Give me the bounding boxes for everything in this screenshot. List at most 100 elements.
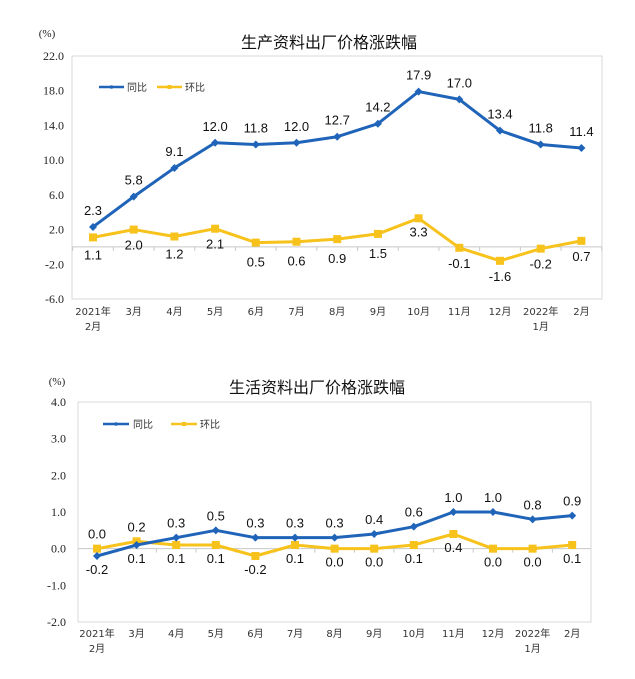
x-tick-label: 12月 bbox=[489, 306, 512, 318]
plot-area bbox=[77, 401, 592, 623]
data-point bbox=[211, 138, 220, 147]
data-point bbox=[132, 541, 141, 549]
data-label: 12.0 bbox=[284, 119, 309, 134]
x-tick-label: 1月 bbox=[533, 321, 549, 333]
y-tick-label: 10.0 bbox=[43, 153, 64, 167]
data-point bbox=[568, 511, 577, 520]
data-label: 0.1 bbox=[405, 551, 423, 566]
data-point bbox=[333, 132, 342, 141]
data-label: 0.0 bbox=[484, 555, 502, 570]
data-label: -0.2 bbox=[86, 562, 108, 577]
legend-label-mom: 环比 bbox=[185, 82, 205, 94]
data-point bbox=[291, 533, 299, 542]
legend-label-mom: 环比 bbox=[200, 419, 220, 431]
data-label: 11.8 bbox=[529, 121, 553, 136]
legend-item-mom: 环比 bbox=[157, 82, 205, 94]
data-point bbox=[129, 192, 138, 201]
x-tick-label: 6月 bbox=[247, 628, 263, 640]
data-label: 9.1 bbox=[165, 144, 183, 159]
data-label: -0.1 bbox=[448, 256, 470, 271]
y-tick-label: 4.0 bbox=[51, 395, 66, 409]
x-tick-label: 1月 bbox=[524, 643, 540, 655]
data-label: 2.3 bbox=[84, 203, 102, 218]
y-tick-label: 2.0 bbox=[51, 468, 66, 482]
y-tick-label: 14.0 bbox=[43, 118, 64, 132]
data-label: 1.2 bbox=[165, 247, 183, 262]
data-point bbox=[489, 508, 497, 516]
x-tick-label: 5月 bbox=[208, 628, 224, 640]
data-label: 5.8 bbox=[125, 173, 143, 188]
data-label: 0.1 bbox=[563, 551, 581, 566]
data-point bbox=[370, 530, 379, 538]
data-label: 0.3 bbox=[326, 516, 344, 531]
y-tick-label: 6.0 bbox=[49, 188, 64, 202]
data-point bbox=[93, 552, 101, 560]
data-point bbox=[455, 95, 464, 104]
data-point bbox=[414, 214, 423, 223]
data-point bbox=[170, 163, 179, 172]
data-point bbox=[536, 244, 545, 253]
y-tick-label: -2.0 bbox=[47, 615, 66, 629]
data-label: 3.3 bbox=[410, 224, 428, 239]
data-point bbox=[251, 238, 260, 247]
data-point bbox=[449, 508, 458, 516]
y-axis: 22.0 18.0 14.0 10.0 6.0 2.0 -2.0 -6.0 bbox=[43, 49, 64, 306]
data-point bbox=[211, 541, 220, 549]
series-yoy bbox=[89, 87, 586, 231]
legend-label-yoy: 同比 bbox=[133, 419, 153, 431]
data-label: 0.3 bbox=[286, 516, 304, 531]
data-label: 12.0 bbox=[202, 119, 227, 134]
data-label: 0.0 bbox=[326, 555, 344, 570]
series-yoy bbox=[93, 508, 577, 560]
legend-marker-yoy bbox=[114, 422, 118, 426]
data-label: 0.9 bbox=[563, 494, 581, 509]
y-tick-label: 18.0 bbox=[43, 84, 64, 98]
data-label: -0.2 bbox=[244, 562, 266, 577]
data-label: 1.0 bbox=[444, 490, 462, 505]
chart-consumer-goods: (%) 生活资料出厂价格涨跌幅 同比 环比 4.0 3.0 2.0 1.0 0.0 -1.… bbox=[47, 376, 592, 655]
data-point bbox=[370, 544, 379, 553]
data-label: 13.4 bbox=[487, 107, 512, 122]
data-point bbox=[373, 229, 382, 238]
x-tick-label: 2021年 bbox=[75, 305, 110, 318]
chart-title: 生产资料出厂价格涨跌幅 bbox=[241, 33, 417, 52]
data-label: 0.3 bbox=[167, 516, 185, 531]
data-point bbox=[568, 541, 577, 549]
data-point bbox=[211, 224, 220, 233]
x-tick-label: 12月 bbox=[482, 628, 505, 640]
data-point bbox=[292, 138, 301, 147]
x-tick-label: 10月 bbox=[407, 306, 430, 318]
data-point bbox=[251, 552, 260, 560]
data-label: 0.1 bbox=[128, 551, 146, 566]
chart-title: 生活资料出厂价格涨跌幅 bbox=[229, 378, 405, 397]
data-label: 0.1 bbox=[207, 551, 225, 566]
data-label: 0.6 bbox=[405, 505, 423, 520]
data-point bbox=[129, 225, 138, 234]
legend-marker-mom bbox=[167, 85, 172, 89]
x-axis: 2021年 2月 3月 4月 5月 6月 7月 8月 9月 10月 11月 12月 2022年 1月 2月 bbox=[75, 305, 589, 333]
data-label: 17.0 bbox=[447, 75, 472, 90]
data-label: 11.4 bbox=[569, 124, 593, 139]
x-tick-label: 2月 bbox=[564, 628, 580, 640]
data-label: 1.1 bbox=[84, 247, 102, 262]
data-point bbox=[536, 140, 545, 149]
data-label: 0.4 bbox=[365, 512, 383, 527]
x-axis: 2021年 2月 3月 4月 5月 6月 7月 8月 9月 10月 11月 12月 2022年 1月 2月 bbox=[79, 627, 580, 655]
data-point bbox=[170, 232, 179, 241]
data-point bbox=[577, 143, 586, 152]
data-label: 0.0 bbox=[524, 555, 542, 570]
data-label: 0.1 bbox=[286, 551, 304, 566]
data-labels-mom: 0.0 0.2 0.1 0.1 -0.2 0.1 0.0 0.0 0.1 0.4 0.0 0.0 0.1 bbox=[88, 519, 581, 577]
data-label: 0.0 bbox=[365, 555, 383, 570]
data-label: 0.5 bbox=[207, 508, 225, 523]
x-tick-label: 2021年 bbox=[79, 627, 114, 640]
legend-marker-mom bbox=[182, 422, 186, 426]
data-point bbox=[455, 243, 464, 252]
x-tick-label: 7月 bbox=[288, 306, 304, 318]
data-labels-yoy: 2.3 5.8 9.1 12.0 11.8 12.0 12.7 14.2 17.9 17.0 13.… bbox=[84, 68, 594, 218]
series-mom bbox=[89, 214, 586, 265]
data-point bbox=[330, 544, 339, 553]
data-label: 0.5 bbox=[247, 255, 265, 270]
x-tick-label: 2月 bbox=[85, 321, 101, 333]
x-tick-label: 9月 bbox=[366, 628, 382, 640]
